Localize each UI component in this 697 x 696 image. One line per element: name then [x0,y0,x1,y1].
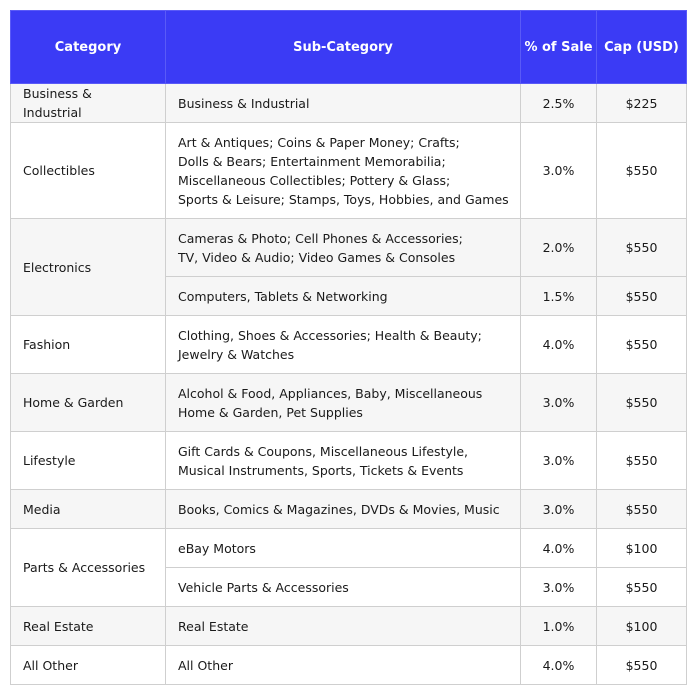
cap-cell: $550 [596,489,687,529]
cap-cell: $550 [596,645,687,685]
cap-cell: $550 [596,373,687,432]
sub-category-cell: Business & Industrial [165,83,521,123]
sub-category-line: Books, Comics & Magazines, DVDs & Movies… [178,501,500,517]
cap-cell: $100 [596,606,687,646]
cap-cell: $550 [596,218,687,277]
sub-category-line: Art & Antiques; Coins & Paper Money; Cra… [178,134,460,150]
sub-category-cell: Books, Comics & Magazines, DVDs & Movies… [165,489,521,529]
category-cell: Business & Industrial [10,83,166,123]
category-cell: All Other [10,645,166,685]
category-cell: Parts & Accessories [10,528,166,607]
sub-category-line: Jewelry & Watches [178,346,295,362]
sub-category-cell: Vehicle Parts & Accessories [165,567,521,607]
category-cell: Media [10,489,166,529]
header-row: Category Sub-Category% of Sale Cap (USD) [10,10,687,84]
header-cell: % of Sale [520,10,597,84]
sub-category-cell: Clothing, Shoes & Accessories; Health & … [165,315,521,374]
sub-category-line: All Other [178,657,233,673]
sub-category-cell: Art & Antiques; Coins & Paper Money; Cra… [165,122,521,219]
category-cell: Real Estate [10,606,166,646]
cap-cell: $550 [596,315,687,374]
sub-category-cell: Alcohol & Food, Appliances, Baby, Miscel… [165,373,521,432]
sub-category-line: eBay Motors [178,540,256,556]
cap-cell: $550 [596,567,687,607]
sub-category-line: Alcohol & Food, Appliances, Baby, Miscel… [178,385,483,401]
table-container: Category Sub-Category% of Sale Cap (USD) B… [10,10,687,685]
category-cell: Home & Garden [10,373,166,432]
sub-category-cell: All Other [165,645,521,685]
category-cell: Collectibles [10,122,166,219]
cap-cell: $550 [596,276,687,316]
cap-cell: $550 [596,431,687,490]
percent-cell: 1.5% [520,276,597,316]
cap-cell: $550 [596,122,687,219]
table-row: Computers, Tablets & Networking 1.5% $550 [11,276,687,316]
sub-category-line: Cameras & Photo; Cell Phones & Accessori… [178,230,463,246]
header-cell: Cap (USD) [596,10,687,84]
sub-category-cell: Gift Cards & Coupons, Miscellaneous Life… [165,431,521,490]
percent-cell: 2.0% [520,218,597,277]
sub-category-line: Business & Industrial [178,95,310,111]
sub-category-line: TV, Video & Audio; Video Games & Console… [178,249,456,265]
category-cell: Lifestyle [10,431,166,490]
sub-category-line: Home & Garden, Pet Supplies [178,404,363,420]
percent-cell: 3.0% [520,373,597,432]
percent-cell: 3.0% [520,567,597,607]
sub-category-line: Musical Instruments, Sports, Tickets & E… [178,462,464,478]
header-cell: Category [10,10,166,84]
percent-cell: 3.0% [520,489,597,529]
category-cell: Fashion [10,315,166,374]
percent-cell: 4.0% [520,315,597,374]
sub-category-line: Clothing, Shoes & Accessories; Health & … [178,327,482,343]
sub-category-cell: Computers, Tablets & Networking [165,276,521,316]
percent-cell: 2.5% [520,83,597,123]
table-row: Home & Garden Alcohol & Food, Appliances,… [10,373,687,432]
sub-category-cell: Real Estate [165,606,521,646]
table-row: Electronics Cameras & Photo; Cell Phones … [10,218,687,316]
percent-cell: 3.0% [520,122,597,219]
sub-category-cell: Cameras & Photo; Cell Phones & Accessori… [165,218,521,277]
percent-cell: 1.0% [520,606,597,646]
percent-cell: 3.0% [520,431,597,490]
table-row: Business & Industrial Business & Industri… [10,83,687,123]
table-row: Media Books, Comics & Magazines, DVDs & M… [10,489,687,529]
sub-category-cell: eBay Motors [165,528,521,568]
category-cell: Electronics [10,218,166,316]
percent-cell: 4.0% [520,645,597,685]
table-row: All Other All Other 4.0% $550 [10,645,687,685]
sub-category-line: Dolls & Bears; Entertainment Memorabilia… [178,153,446,169]
table-row: Collectibles Art & Antiques; Coins & Pape… [10,122,687,219]
header-cell: Sub-Category [165,10,521,84]
sub-category-line: Sports & Leisure; Stamps, Toys, Hobbies,… [178,191,509,207]
table-row: Lifestyle Gift Cards & Coupons, Miscellan… [10,431,687,490]
table-row: Parts & Accessories eBay Motors 4.0% $100 [10,528,687,607]
table-body: Business & Industrial Business & Industri… [10,83,687,685]
table-row: Fashion Clothing, Shoes & Accessories; He… [10,315,687,374]
sub-category-line: Miscellaneous Collectibles; Pottery & Gl… [178,172,451,188]
sub-category-line: Computers, Tablets & Networking [178,288,388,304]
table-row: Real Estate Real Estate 1.0% $100 [10,606,687,646]
fee-table: Category Sub-Category% of Sale Cap (USD) B… [10,10,687,685]
percent-cell: 4.0% [520,528,597,568]
cap-cell: $100 [596,528,687,568]
cap-cell: $225 [596,83,687,123]
sub-category-line: Real Estate [178,618,249,634]
sub-category-line: Vehicle Parts & Accessories [178,579,349,595]
sub-category-line: Gift Cards & Coupons, Miscellaneous Life… [178,443,469,459]
table-row: Vehicle Parts & Accessories 3.0% $550 [11,567,687,607]
